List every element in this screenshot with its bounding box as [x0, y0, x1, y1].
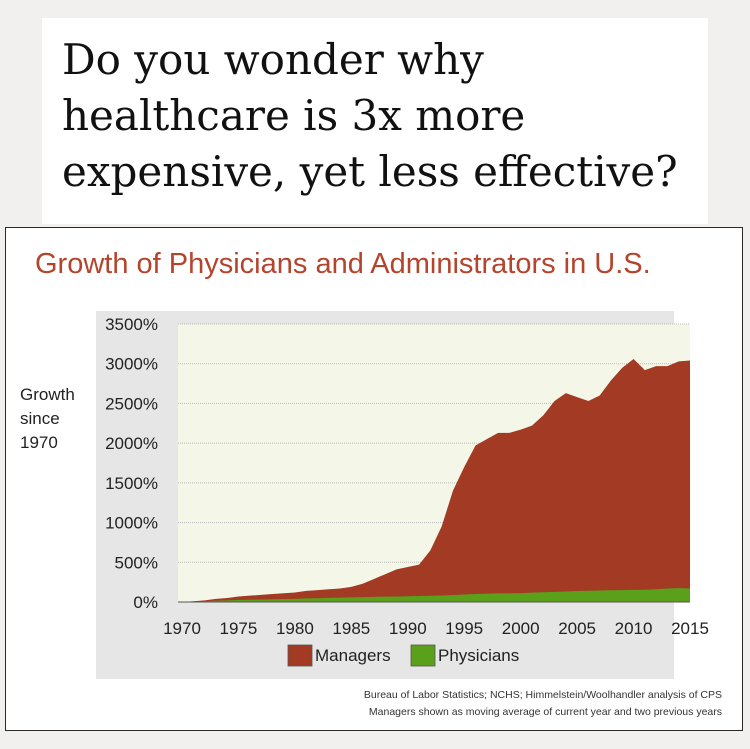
y-tick-label: 3000%: [105, 355, 158, 374]
y-axis-label-line: Growth: [20, 385, 75, 404]
y-tick-label: 500%: [115, 553, 158, 572]
x-tick-label: 1985: [332, 619, 370, 638]
x-tick-label: 1975: [220, 619, 258, 638]
legend-label-physicians: Physicians: [438, 646, 519, 665]
axis-layer: 0% 500% 1000% 1500% 2000% 2500% 3000% 3500% 1970…: [105, 315, 709, 638]
legend-swatch-managers: [287, 644, 313, 667]
y-tick-label: 1500%: [105, 474, 158, 493]
x-tick-label: 1990: [389, 619, 427, 638]
source-line-1: Bureau of Labor Statistics; NCHS; Himmel…: [364, 689, 722, 701]
x-tick-label: 2005: [558, 619, 596, 638]
y-tick-label: 0%: [133, 593, 158, 612]
y-tick-label: 2000%: [105, 434, 158, 453]
legend-label-managers: Managers: [315, 646, 391, 665]
x-tick-label: 2015: [671, 619, 709, 638]
headline: Do you wonder why healthcare is 3x more …: [62, 35, 678, 196]
x-tick-label: 1995: [445, 619, 483, 638]
y-axis-label-line: since: [20, 409, 60, 428]
y-axis-label: Growth since 1970: [20, 385, 75, 452]
x-tick-label: 1970: [163, 619, 201, 638]
legend: Managers Physicians: [287, 644, 519, 667]
legend-swatch-physicians: [410, 644, 436, 667]
x-tick-label: 1980: [276, 619, 314, 638]
chart-panel: Growth of Physicians and Administrators …: [5, 227, 743, 731]
y-tick-label: 3500%: [105, 315, 158, 334]
area-physicians: [182, 588, 690, 602]
y-axis-label-line: 1970: [20, 433, 58, 452]
area-layer: [182, 358, 690, 602]
y-tick-label: 1000%: [105, 514, 158, 533]
area-managers: [182, 358, 690, 602]
y-tick-label: 2500%: [105, 394, 158, 413]
chart-title: Growth of Physicians and Administrators …: [35, 248, 651, 280]
chart: Growth of Physicians and Administrators …: [20, 248, 722, 718]
x-tick-label: 2000: [502, 619, 540, 638]
headline-box: Do you wonder why healthcare is 3x more …: [42, 18, 708, 224]
source-line-2: Managers shown as moving average of curr…: [369, 706, 722, 718]
x-tick-label: 2010: [615, 619, 653, 638]
